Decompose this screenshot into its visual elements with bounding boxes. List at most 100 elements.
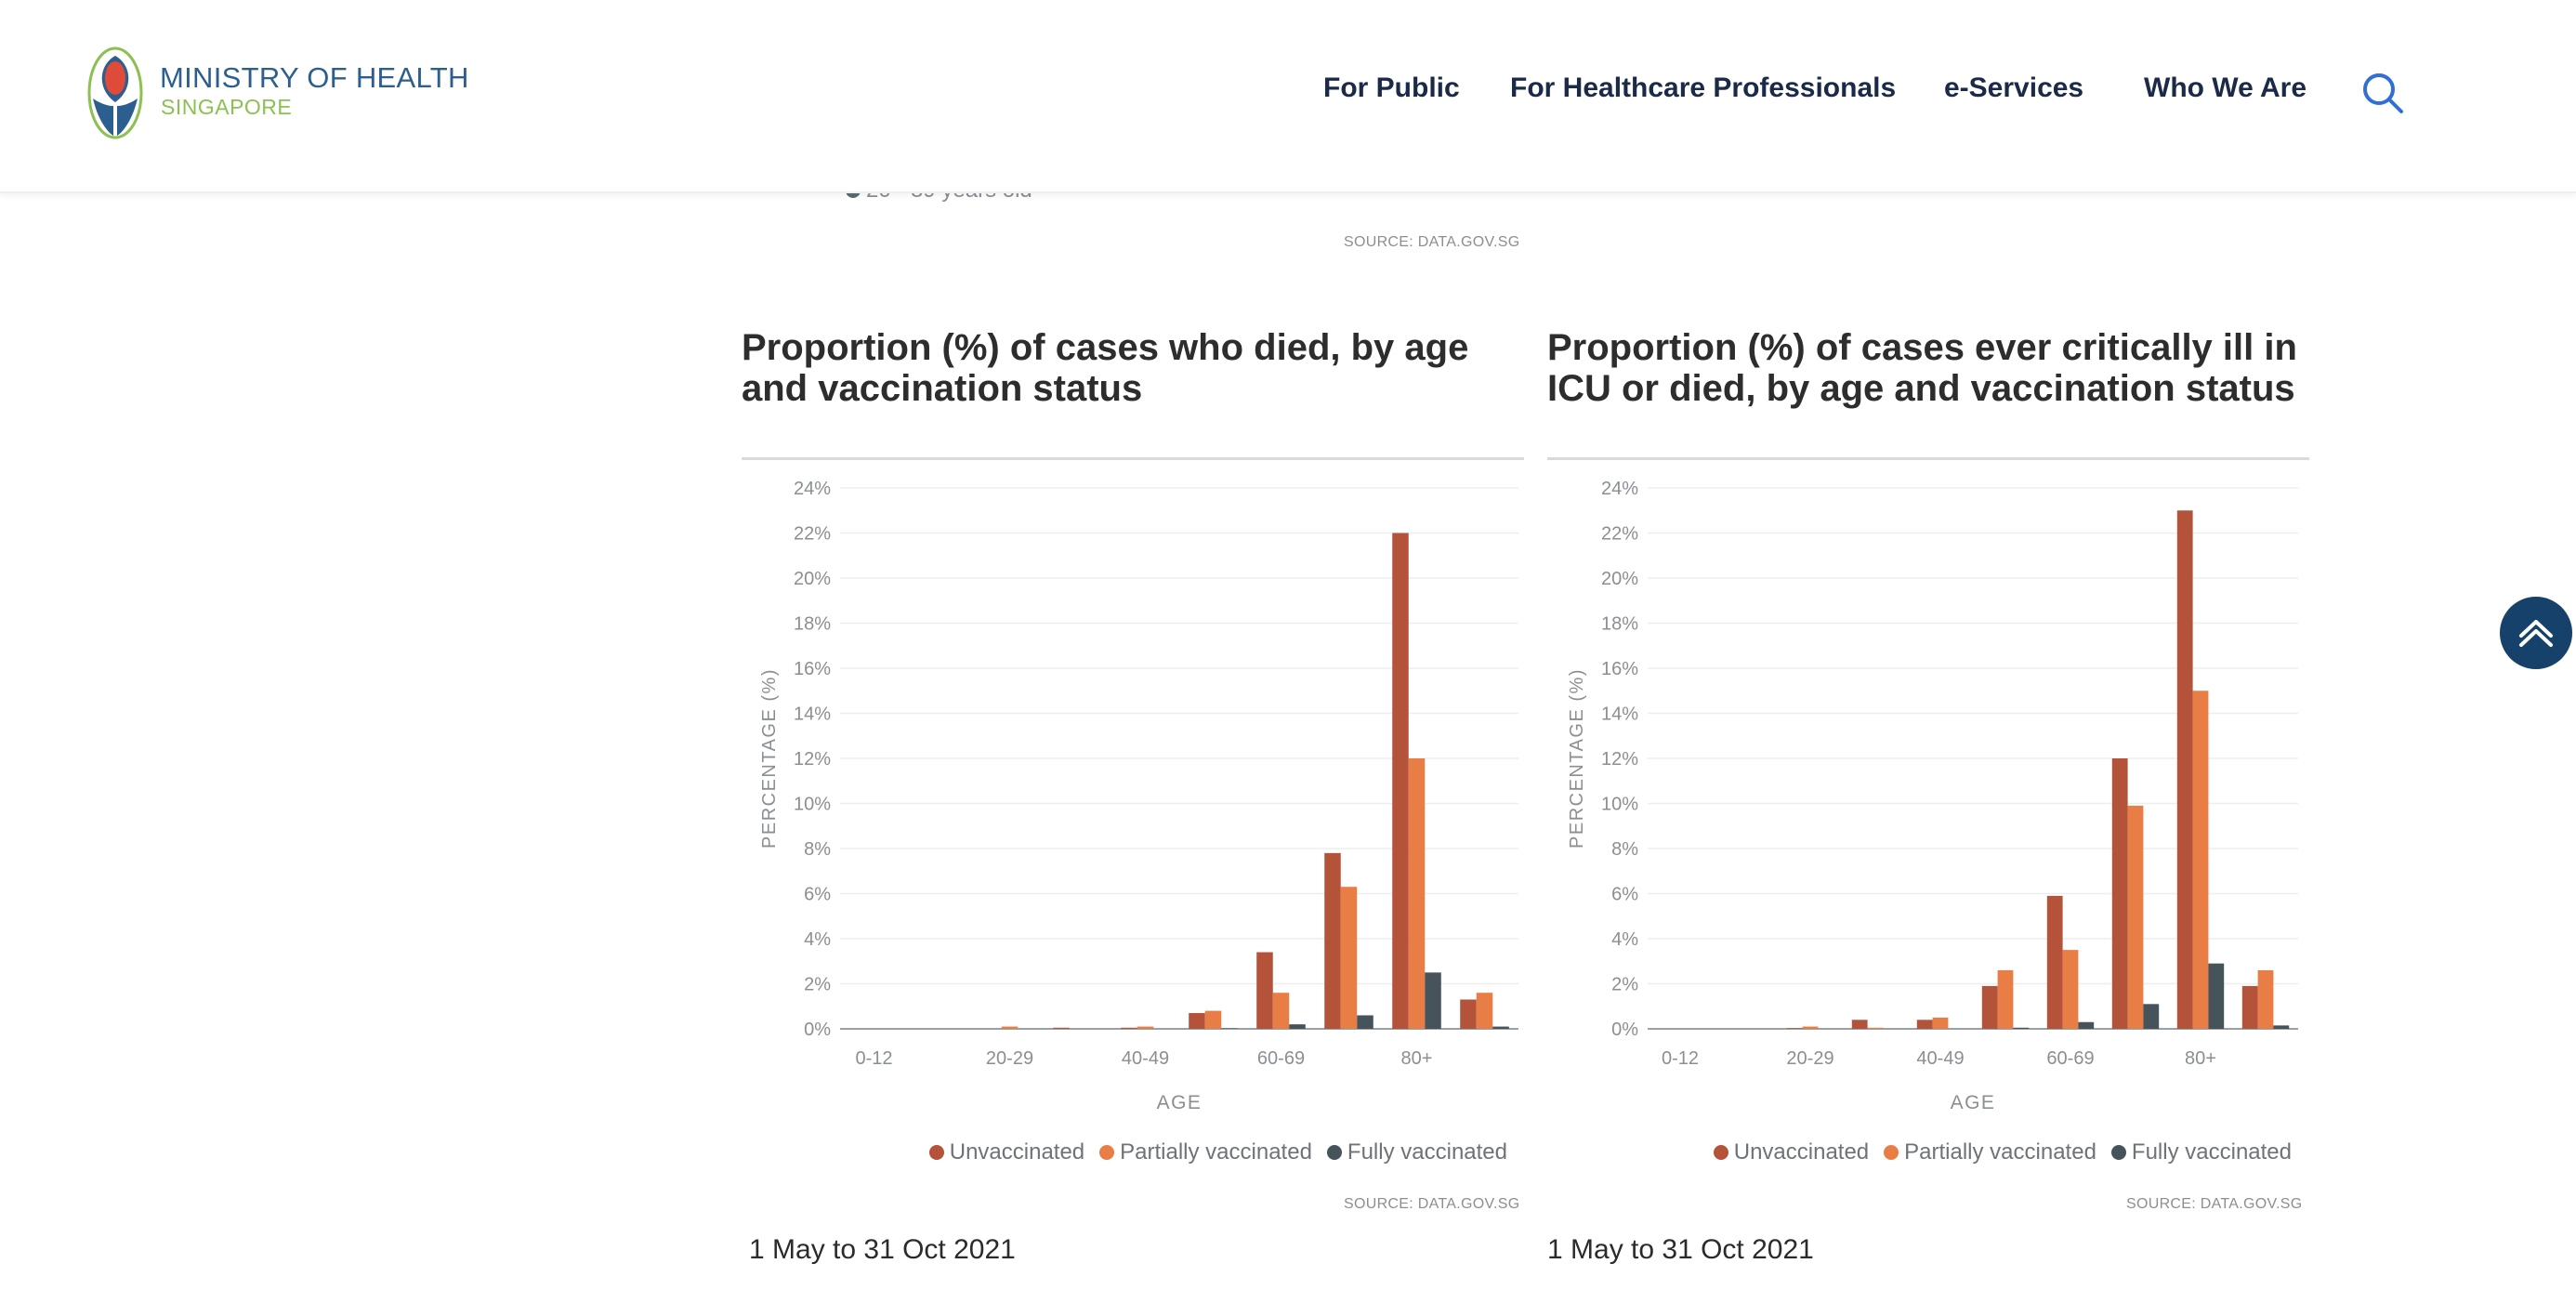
chart2-divider: [1547, 457, 2309, 460]
y-tick-label: 22%: [794, 524, 831, 545]
y-tick-label: 10%: [1601, 795, 1638, 815]
bar-fully-vaccinated: [1425, 972, 1441, 1029]
moh-logo[interactable]: MINISTRY OF HEALTH SINGAPORE: [85, 45, 476, 145]
y-tick-label: 24%: [794, 479, 831, 499]
chart1-date: 1 May to 31 Oct 2021: [749, 1234, 1016, 1265]
y-tick-label: 4%: [804, 929, 831, 950]
bar-partially-vaccinated: [1340, 887, 1358, 1029]
y-tick-label: 18%: [794, 614, 831, 635]
chart2-date: 1 May to 31 Oct 2021: [1547, 1234, 1814, 1265]
bar-unvaccinated: [1392, 533, 1409, 1029]
chevron-up-icon: [2519, 620, 2553, 647]
nav-for-public[interactable]: For Public: [1323, 72, 1460, 103]
legend-item-fully-vaccinated[interactable]: Fully vaccinated: [2110, 1139, 2292, 1165]
legend-label: Partially vaccinated: [1904, 1139, 2096, 1165]
bar-fully-vaccinated: [1357, 1015, 1373, 1029]
chart2-legend: Unvaccinated Partially vaccinated Fully …: [1691, 1139, 2292, 1165]
x-axis-title: AGE: [1951, 1092, 1996, 1113]
back-to-top-button[interactable]: [2500, 597, 2572, 669]
chart2-svg: 0% 2% 4% 6% 8% 10% 12% 14% 16% 18% 20% 22% 24% PERCEN…: [1567, 479, 2298, 1113]
y-tick-label: 8%: [1611, 839, 1638, 860]
bar-partially-vaccinated: [1932, 1017, 1949, 1029]
search-icon[interactable]: [2360, 71, 2405, 115]
legend-item-unvaccinated[interactable]: Unvaccinated: [1713, 1139, 1869, 1165]
legend-swatch-icon: [1713, 1145, 1728, 1160]
bar-unvaccinated: [1916, 1020, 1933, 1029]
moh-emblem-icon: [87, 46, 143, 139]
bar-partially-vaccinated: [1204, 1010, 1222, 1029]
bar-unvaccinated: [1189, 1013, 1205, 1029]
bar-unvaccinated: [1981, 985, 1998, 1029]
bar-unvaccinated: [2241, 985, 2258, 1029]
x-tick-label: 0-12: [855, 1048, 892, 1069]
logo-title: MINISTRY OF HEALTH: [160, 61, 469, 94]
bar-partially-vaccinated: [1997, 969, 2014, 1029]
x-tick-label: 0-12: [1662, 1048, 1699, 1069]
bar-unvaccinated: [1851, 1020, 1868, 1029]
y-tick-label: 20%: [794, 569, 831, 589]
y-tick-label: 20%: [1601, 569, 1638, 589]
y-tick-label: 22%: [1601, 524, 1638, 545]
x-tick-label: 80+: [2185, 1048, 2216, 1069]
bar-unvaccinated: [1256, 952, 1273, 1029]
bar-partially-vaccinated: [1867, 1027, 1884, 1029]
y-tick-label: 24%: [1601, 479, 1638, 499]
x-tick-label: 20-29: [1786, 1048, 1833, 1069]
y-tick-label: 16%: [794, 659, 831, 679]
bar-unvaccinated: [2176, 510, 2193, 1029]
chart1-legend: Unvaccinated Partially vaccinated Fully …: [911, 1139, 1507, 1165]
logo-subtitle: SINGAPORE: [161, 95, 293, 119]
bar-fully-vaccinated: [2078, 1021, 2095, 1029]
legend-item-unvaccinated[interactable]: Unvaccinated: [928, 1139, 1084, 1165]
y-tick-label: 4%: [1611, 929, 1638, 950]
legend-swatch-icon: [1884, 1145, 1899, 1160]
bar-fully-vaccinated: [2013, 1027, 2030, 1029]
y-tick-label: 8%: [804, 839, 831, 860]
legend-item-fully-vaccinated[interactable]: Fully vaccinated: [1326, 1139, 1507, 1165]
y-tick-label: 18%: [1601, 614, 1638, 635]
chart1-divider: [742, 457, 1524, 460]
y-tick-label: 2%: [1611, 975, 1638, 995]
chart1-source: SOURCE: DATA.GOV.SG: [1344, 1196, 1520, 1212]
bar-partially-vaccinated: [2192, 691, 2209, 1029]
chart1-svg: 0% 2% 4% 6% 8% 10% 12% 14% 16% 18% 20% 22% 24% PERCEN…: [759, 479, 1518, 1113]
nav-for-healthcare-professionals[interactable]: For Healthcare Professionals: [1510, 72, 1897, 103]
y-tick-label: 0%: [804, 1020, 831, 1040]
x-tick-label: 40-49: [1122, 1048, 1169, 1069]
y-tick-label: 6%: [804, 885, 831, 905]
y-tick-label: 14%: [794, 704, 831, 725]
prev-chart-source: SOURCE: DATA.GOV.SG: [1344, 234, 1520, 250]
nav-e-services[interactable]: e-Services: [1944, 72, 2084, 103]
y-tick-label: 12%: [1601, 749, 1638, 770]
x-tick-label: 60-69: [2046, 1048, 2094, 1069]
bar-fully-vaccinated: [2143, 1004, 2160, 1029]
nav-who-we-are[interactable]: Who We Are: [2144, 72, 2307, 103]
legend-swatch-icon: [928, 1145, 944, 1160]
bar-fully-vaccinated: [1492, 1026, 1509, 1029]
y-axis-title: PERCENTAGE (%): [1567, 668, 1587, 849]
bar-unvaccinated: [1324, 852, 1341, 1029]
bar-unvaccinated: [1121, 1027, 1137, 1029]
y-tick-label: 14%: [1601, 704, 1638, 725]
bar-fully-vaccinated: [2208, 963, 2225, 1029]
bar-partially-vaccinated: [2127, 805, 2144, 1029]
bar-partially-vaccinated: [1137, 1026, 1154, 1029]
y-tick-label: 16%: [1601, 659, 1638, 679]
y-tick-label: 12%: [794, 749, 831, 770]
chart1-title: Proportion (%) of cases who died, by age…: [742, 327, 1469, 409]
bar-unvaccinated: [1460, 999, 1477, 1029]
legend-swatch-icon: [1326, 1145, 1342, 1160]
y-tick-label: 2%: [804, 975, 831, 995]
y-axis-title: PERCENTAGE (%): [759, 668, 780, 849]
chart2-title: Proportion (%) of cases ever critically …: [1547, 327, 2297, 409]
site-header: MINISTRY OF HEALTH SINGAPORE For Public …: [0, 0, 2576, 193]
legend-swatch-icon: [2110, 1145, 2126, 1160]
y-tick-label: 0%: [1611, 1020, 1638, 1040]
x-tick-label: 60-69: [1257, 1048, 1305, 1069]
bar-partially-vaccinated: [1476, 993, 1493, 1029]
y-tick-label: 10%: [794, 795, 831, 815]
legend-item-partially-vaccinated[interactable]: Partially vaccinated: [1099, 1139, 1312, 1165]
bar-unvaccinated: [2111, 758, 2128, 1029]
bar-unvaccinated: [1053, 1027, 1070, 1029]
legend-item-partially-vaccinated[interactable]: Partially vaccinated: [1884, 1139, 2096, 1165]
